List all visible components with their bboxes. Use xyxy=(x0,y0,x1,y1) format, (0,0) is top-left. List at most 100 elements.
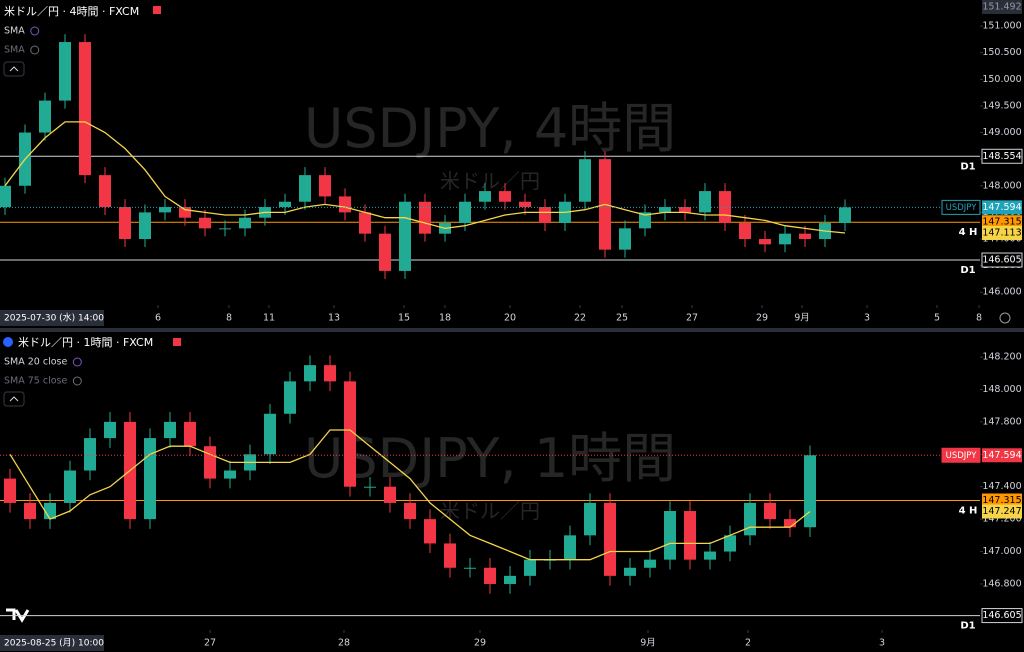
candle-body xyxy=(59,42,71,101)
candle-body xyxy=(619,228,631,250)
candle-body xyxy=(319,175,331,197)
candle-body xyxy=(519,201,531,208)
candle-body xyxy=(579,159,591,202)
y-tick-label: 148.000 xyxy=(982,180,1021,191)
candle-body xyxy=(459,201,471,224)
candle-body xyxy=(364,486,376,488)
candle-body xyxy=(604,502,616,576)
candle-body xyxy=(239,217,251,229)
indicator-label: SMA xyxy=(4,45,25,56)
sma-line xyxy=(9,429,811,561)
logo xyxy=(6,608,30,623)
settings-icon[interactable] xyxy=(999,312,1011,324)
y-tick-label: 149.000 xyxy=(982,127,1021,138)
price-tag-box xyxy=(982,200,1022,215)
price-tag: 147.594 xyxy=(982,450,1021,461)
price-tag: 147.594 xyxy=(982,202,1021,213)
candle-body xyxy=(419,201,431,234)
candle-body xyxy=(84,438,96,471)
price-tag: 151.492 xyxy=(982,2,1021,13)
x-tick-label: 15 xyxy=(398,313,410,324)
candle-body xyxy=(744,502,756,536)
indicator-label: SMA xyxy=(4,26,25,37)
collapse-button[interactable] xyxy=(3,61,25,77)
candle-body xyxy=(684,511,696,560)
level-price-box xyxy=(981,252,1023,268)
candle-body xyxy=(664,511,676,560)
price-tag: 147.113 xyxy=(982,227,1021,238)
chart-title: 米ドル／円 · 1時間 · FXCM xyxy=(18,336,153,349)
candle-body xyxy=(304,365,316,382)
candle-body xyxy=(4,478,16,503)
candle-body xyxy=(119,207,131,239)
symbol-tag-box xyxy=(941,199,981,215)
level-price: 147.315 xyxy=(982,217,1021,228)
candle-body xyxy=(739,223,751,239)
x-tick-label: 27 xyxy=(686,313,698,324)
x-tick-label: 25 xyxy=(616,313,628,324)
y-tick-label: 148.000 xyxy=(982,384,1021,395)
candle-body xyxy=(64,470,76,503)
candle-body xyxy=(724,535,736,552)
candle-body xyxy=(424,519,436,544)
y-tick-label: 147.400 xyxy=(982,481,1021,492)
x-tick-label: 27 xyxy=(204,638,216,649)
candle-body xyxy=(399,201,411,271)
candle-body xyxy=(79,42,91,176)
level-price: 146.605 xyxy=(982,610,1021,621)
y-tick-label: 146.000 xyxy=(982,287,1021,298)
chart-title: 米ドル／円 · 4時間 · FXCM xyxy=(4,5,139,18)
watermark: USDJPY, 1時間 xyxy=(304,427,676,490)
candle-body xyxy=(164,421,176,439)
level-price: 147.315 xyxy=(982,495,1021,506)
candle-body xyxy=(584,502,596,536)
candle-body xyxy=(384,486,396,503)
candle-body xyxy=(779,233,791,245)
candle-body xyxy=(0,185,11,208)
y-tick-label: 149.500 xyxy=(982,100,1021,111)
watermark-sub: 米ドル／円 xyxy=(440,499,540,523)
level-price-box xyxy=(981,148,1023,164)
level-price-box xyxy=(982,493,1022,508)
candle-body xyxy=(344,381,356,487)
candle-body xyxy=(699,191,711,213)
x-tick-label: 8 xyxy=(976,313,982,324)
price-tag: 147.247 xyxy=(982,506,1021,517)
y-tick-label: 147.800 xyxy=(982,416,1021,427)
price-tag-box xyxy=(982,448,1022,463)
candle-body xyxy=(39,100,51,133)
level-price-box xyxy=(982,215,1022,230)
candle-body xyxy=(199,217,211,229)
candle-body xyxy=(759,238,771,245)
candle-body xyxy=(184,421,196,447)
indicator-hidden-icon xyxy=(30,45,40,55)
x-tick-label: 3 xyxy=(879,638,885,649)
candle-body xyxy=(524,559,536,576)
x-tick-label: 3 xyxy=(864,313,870,324)
price-tag-box xyxy=(982,0,1022,14)
candle-body xyxy=(799,233,811,239)
y-tick-label: 147.000 xyxy=(982,546,1021,557)
collapse-icon xyxy=(9,396,19,402)
x-tick-label: 29 xyxy=(474,638,486,649)
y-tick-label: 147.200 xyxy=(982,514,1021,525)
y-tick-label: 146.800 xyxy=(982,578,1021,589)
x-tick-label: 18 xyxy=(439,313,451,324)
candle-body xyxy=(644,559,656,568)
y-tick-label: 150.000 xyxy=(982,74,1021,85)
flag-icon xyxy=(153,6,161,14)
candle-body xyxy=(359,212,371,234)
candle-body xyxy=(279,201,291,208)
indicator-label: SMA 20 close xyxy=(4,357,67,368)
candle-body xyxy=(484,567,496,584)
candle-body xyxy=(764,502,776,520)
indicator-settings-icon xyxy=(30,26,40,36)
candle-body xyxy=(224,470,236,479)
x-tick-label: 13 xyxy=(328,313,340,324)
collapse-button[interactable] xyxy=(3,391,25,407)
date-label-box xyxy=(0,635,104,651)
symbol-tag: USDJPY xyxy=(946,451,978,461)
candle-body xyxy=(839,207,851,224)
date-label: 2025-08-25 (月) 10:00 xyxy=(4,638,104,649)
